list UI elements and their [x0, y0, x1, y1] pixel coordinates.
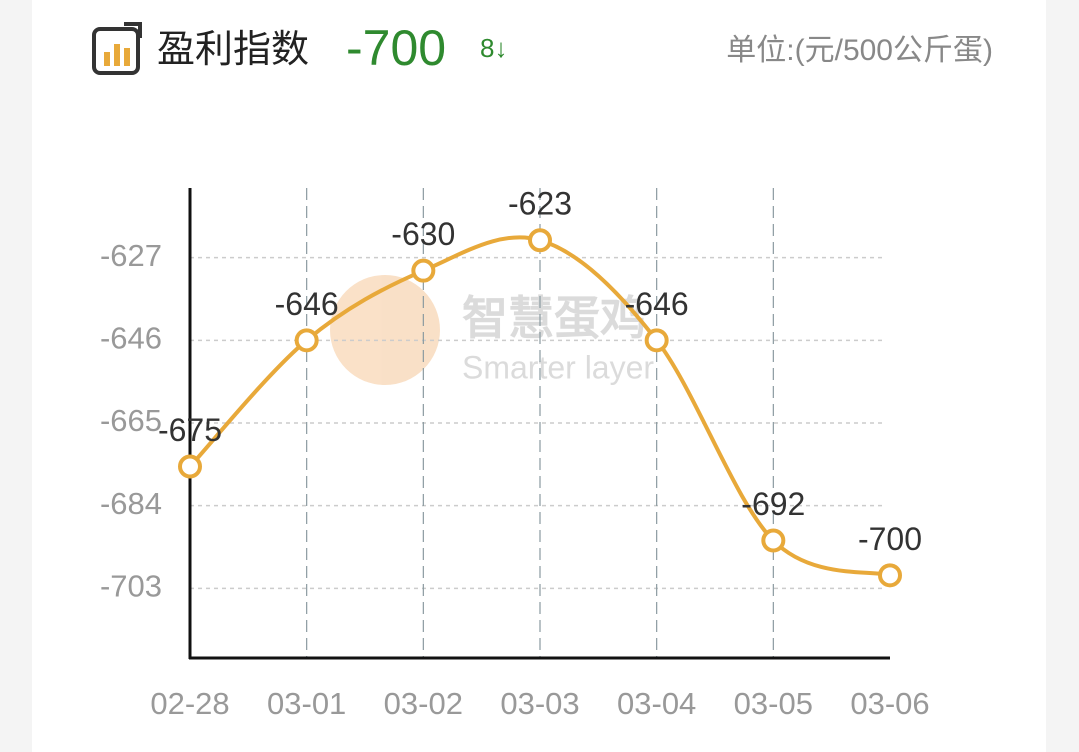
watermark-text: 智慧蛋鸡	[462, 292, 646, 344]
data-label: -623	[508, 186, 572, 222]
x-tick-label: 03-02	[384, 686, 463, 721]
x-tick-label: 03-05	[734, 686, 813, 721]
point	[528, 228, 552, 253]
watermark: 智慧蛋鸡 Smarter layer	[330, 275, 654, 385]
y-tick-label: -703	[100, 569, 162, 604]
point	[178, 454, 202, 479]
data-label: -630	[391, 216, 455, 252]
point	[761, 528, 786, 553]
data-label: -700	[858, 521, 922, 557]
data-label: -646	[275, 286, 339, 322]
unit: 单位:(元/500公斤蛋)	[726, 34, 993, 67]
y-tick-label: -627	[100, 238, 162, 273]
x-tick-label: 03-06	[850, 686, 929, 721]
chart-title: 盈利指数	[157, 29, 309, 71]
y-tick-label: -646	[100, 321, 162, 356]
data-label: -675	[158, 412, 222, 448]
point	[411, 258, 436, 283]
y-tick-label: -665	[100, 403, 162, 438]
y-tick-label: -684	[100, 486, 162, 521]
point	[294, 328, 319, 353]
change: 8↓	[480, 33, 507, 63]
watermark-subtitle: Smarter layer	[462, 349, 654, 385]
point	[878, 563, 902, 588]
x-tick-label: 03-04	[617, 686, 696, 721]
card	[32, 0, 1046, 752]
data-label: -646	[625, 286, 689, 322]
data-label: -692	[741, 486, 805, 522]
chart-icon	[92, 22, 142, 75]
current-value: -700	[346, 20, 446, 76]
x-tick-label: 02-28	[150, 686, 229, 721]
x-tick-label: 03-01	[267, 686, 346, 721]
point	[644, 328, 669, 353]
x-tick-label: 03-03	[500, 686, 579, 721]
